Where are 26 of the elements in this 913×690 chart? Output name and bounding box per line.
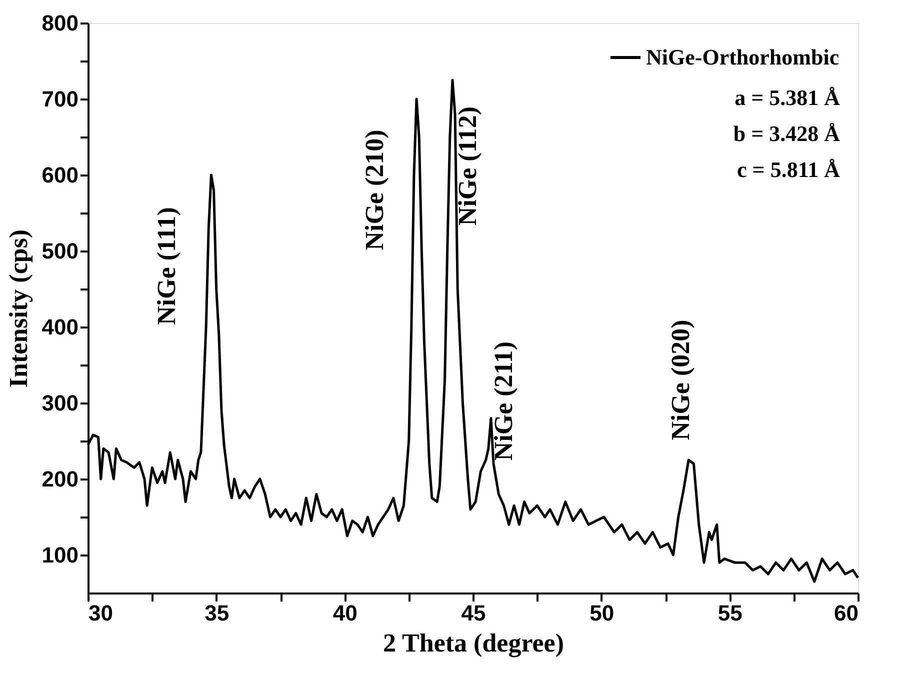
y-axis-title: Intensity (cps) [4, 229, 33, 388]
x-tick-label: 40 [332, 600, 358, 626]
legend-label: NiGe-Orthorhombic [646, 44, 840, 70]
annotation: NiGe (211) [489, 341, 518, 461]
annotation: a = 5.381 Å [734, 85, 840, 110]
y-tick-label: 500 [42, 238, 78, 264]
y-tick-label: 300 [42, 390, 78, 416]
annotation: NiGe (210) [360, 130, 389, 250]
x-tick-label: 50 [590, 600, 614, 626]
x-tick-label: 30 [88, 600, 113, 626]
x-tick-label: 60 [834, 600, 858, 626]
x-axis-title: 2 Theta (degree) [383, 628, 564, 658]
annotation: NiGe (020) [666, 320, 695, 440]
y-tick-label: 100 [42, 542, 78, 568]
y-tick-label: 600 [42, 162, 78, 188]
x-tick-label: 55 [718, 600, 742, 626]
y-tick-label: 200 [42, 466, 78, 492]
y-tick-label: 400 [42, 314, 78, 340]
annotation: NiGe (112) [453, 106, 482, 226]
annotation: NiGe (111) [152, 207, 181, 325]
y-tick-label: 700 [42, 86, 78, 112]
y-tick-label: 800 [42, 10, 78, 36]
annotation: c = 5.811 Å [737, 157, 840, 182]
x-tick-label: 45 [461, 600, 486, 626]
x-tick-label: 35 [204, 600, 230, 626]
annotation: b = 3.428 Å [733, 121, 840, 146]
